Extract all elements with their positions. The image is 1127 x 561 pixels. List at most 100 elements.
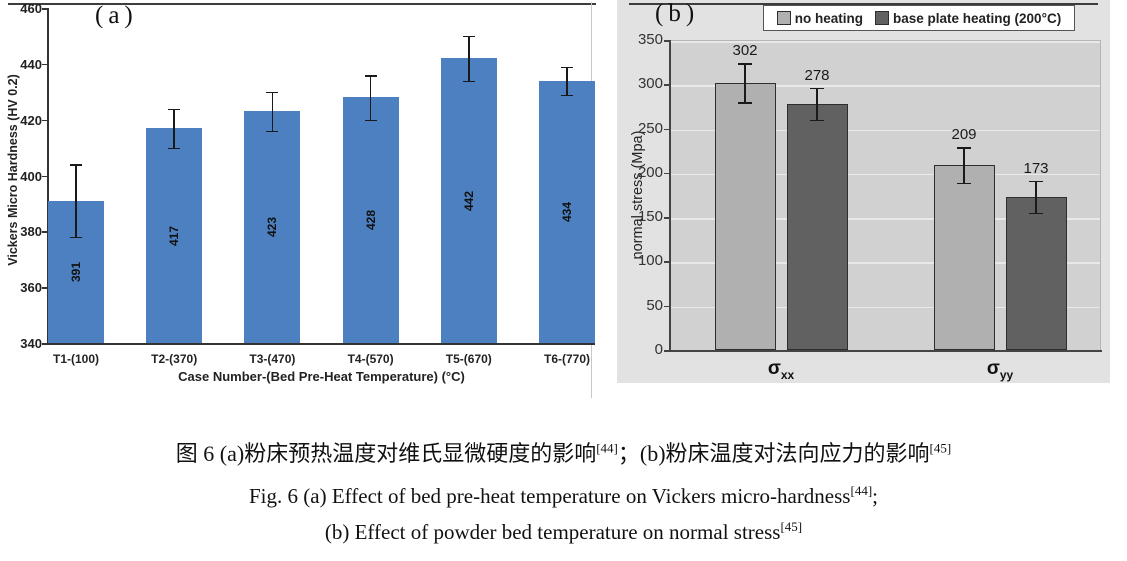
caption-reference-superscript: [45] — [929, 440, 952, 456]
caption-text: ; — [872, 483, 878, 508]
chart-a-y-tick-mark — [42, 175, 47, 177]
error-bar-cap — [957, 182, 971, 185]
value-label: 434 — [560, 201, 574, 222]
chart-b-y-tick-label: 200 — [637, 163, 663, 181]
chart-a-y-tick-label: 460 — [20, 1, 42, 16]
x-category-label: T5-(670) — [445, 352, 492, 366]
error-bar-line — [963, 147, 965, 183]
x-category-label: T6-(770) — [543, 352, 590, 366]
chart-a-y-tick-mark — [42, 119, 47, 122]
error-bar-line — [816, 87, 818, 120]
error-bar-cap — [266, 91, 279, 94]
value-label: 417 — [167, 225, 182, 246]
legend-label: base plate heating (200°C) — [893, 10, 1062, 26]
gridline — [670, 306, 1100, 309]
caption-reference-superscript: [44] — [850, 482, 873, 498]
chart-a-y-tick-mark — [42, 343, 47, 345]
chart-b-y-tick-mark — [664, 350, 669, 352]
caption-text: 图 6 (a)粉床预热温度对维氏显微硬度的影响 — [175, 441, 597, 466]
bar — [244, 111, 301, 343]
bar — [146, 128, 203, 343]
chart-b-y-tick-mark — [664, 305, 669, 308]
x-category-label: T2-(370) — [151, 352, 198, 366]
x-category-label: T4-(570) — [347, 352, 394, 366]
chart-b-y-tick-label: 150 — [637, 208, 663, 226]
bar — [786, 103, 848, 350]
x-category-label: T3-(470) — [249, 352, 296, 366]
error-bar-line — [173, 108, 175, 148]
value-label: 423 — [265, 217, 280, 238]
x-category-label: T1-(100) — [52, 352, 99, 366]
x-category-label: σyy — [986, 358, 1014, 382]
value-label: 173 — [1023, 159, 1049, 177]
gridline — [670, 262, 1100, 264]
chart-b-y-tick-label: 250 — [637, 119, 663, 137]
chart-b-y-tick-mark — [664, 261, 669, 263]
chart-b-y-tick-mark — [664, 40, 669, 42]
panel-b-top-border — [629, 3, 1098, 5]
bar — [539, 80, 595, 343]
chart-b-legend: no heating base plate heating (200°C) — [763, 5, 1075, 31]
chart-b-y-tick-mark — [664, 217, 669, 219]
chart-b-y-tick-label: 300 — [637, 75, 663, 93]
bar — [342, 97, 399, 343]
error-bar-cap — [957, 147, 971, 149]
chart-a-y-tick-label: 340 — [20, 336, 42, 351]
caption-text: (b) Effect of powder bed temperature on … — [324, 519, 781, 544]
bar — [1005, 196, 1067, 350]
value-label: 428 — [363, 210, 378, 231]
caption-text: Fig. 6 (a) Effect of bed pre-heat temper… — [249, 483, 851, 508]
panel-a-top-border — [8, 3, 596, 5]
chart-b-x-axis-line — [669, 350, 1102, 352]
bar — [440, 58, 497, 343]
value-label: 278 — [804, 66, 830, 84]
bar — [714, 82, 776, 350]
caption-english-b: (b) Effect of powder bed temperature on … — [0, 519, 1127, 545]
error-bar-line — [468, 35, 470, 81]
error-bar-cap — [70, 236, 82, 239]
caption-english-a: Fig. 6 (a) Effect of bed pre-heat temper… — [0, 483, 1127, 509]
error-bar-cap — [1029, 180, 1043, 183]
error-bar-cap — [561, 66, 573, 69]
chart-b-y-axis-line — [669, 40, 671, 352]
x-category-label: σxx — [767, 358, 795, 382]
chart-a-y-tick-label: 360 — [20, 280, 42, 296]
gridline — [670, 129, 1100, 132]
value-label: 209 — [951, 126, 977, 144]
error-bar-cap — [70, 164, 82, 166]
error-bar-cap — [1029, 212, 1043, 215]
legend-label: no heating — [794, 10, 864, 26]
legend-swatch — [875, 11, 890, 25]
chart-b-y-tick-label: 50 — [646, 296, 663, 314]
error-bar-line — [566, 66, 568, 95]
error-bar-cap — [364, 75, 377, 77]
figure-caption: 图 6 (a)粉床预热温度对维氏显微硬度的影响[44]；(b)粉床温度对法向应力… — [0, 440, 1127, 545]
chart-a-y-tick-label: 440 — [20, 56, 42, 72]
chart-a-y-tick-mark — [42, 63, 47, 66]
value-label: 442 — [461, 190, 476, 211]
error-bar-line — [75, 164, 77, 237]
caption-chinese: 图 6 (a)粉床预热温度对维氏显微硬度的影响[44]；(b)粉床温度对法向应力… — [0, 440, 1127, 468]
error-bar-cap — [738, 102, 752, 104]
error-bar-cap — [738, 63, 752, 65]
chart-a-y-tick-label: 420 — [20, 112, 42, 128]
legend-item: base plate heating (200°C) — [875, 11, 1061, 26]
chart-b-y-tick-label: 0 — [654, 341, 663, 358]
value-label: 391 — [69, 261, 83, 282]
chart-a-y-tick-mark — [42, 231, 47, 233]
gridline — [670, 41, 1100, 43]
legend-swatch — [776, 11, 791, 25]
caption-reference-superscript: [44] — [596, 440, 618, 456]
chart-b-y-tick-label: 100 — [637, 252, 663, 270]
chart-b-y-tick-label: 350 — [637, 31, 663, 48]
gridline — [670, 218, 1100, 220]
chart-a-x-axis-title: Case Number-(Bed Pre-Heat Temperature) (… — [178, 369, 465, 384]
chart-a-x-axis-line — [47, 343, 595, 345]
error-bar-cap — [364, 119, 377, 122]
chart-a-y-tick-label: 400 — [20, 168, 42, 184]
error-bar-line — [369, 75, 372, 120]
gridline — [670, 85, 1100, 87]
value-label: 302 — [732, 42, 758, 60]
caption-reference-superscript: [45] — [780, 518, 803, 534]
caption-text: ；(b)粉床温度对法向应力的影响 — [617, 441, 930, 466]
